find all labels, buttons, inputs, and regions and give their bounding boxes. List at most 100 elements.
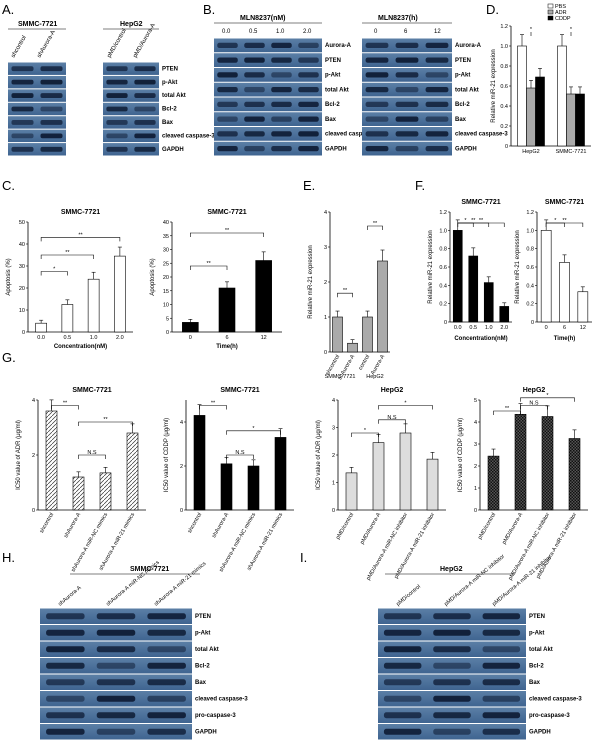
significance-bracket bbox=[457, 222, 505, 227]
panelI-title: HepG2 bbox=[440, 566, 463, 573]
protein-band bbox=[244, 101, 265, 108]
protein-band bbox=[106, 120, 128, 125]
x-axis-label: Concentration(nM) bbox=[454, 336, 507, 342]
protein-band bbox=[217, 101, 238, 108]
y-tick-label: 5 bbox=[474, 398, 477, 404]
y-tick-label: 40 bbox=[163, 220, 169, 226]
x-axis-label: Concentration(nM) bbox=[54, 344, 107, 350]
significance-bracket bbox=[337, 292, 353, 298]
bar bbox=[332, 316, 343, 353]
chart-title: HepG2 bbox=[381, 387, 404, 394]
protein-band bbox=[482, 662, 521, 669]
protein-band bbox=[365, 145, 389, 152]
protein-band bbox=[425, 131, 449, 137]
blot-row-label: Bcl-2 bbox=[455, 102, 470, 108]
y-tick-label: 1 bbox=[474, 486, 477, 492]
bar bbox=[274, 437, 287, 511]
significance-mark: N.S bbox=[235, 450, 245, 456]
blot-strip bbox=[214, 68, 322, 82]
blot-strip bbox=[8, 143, 66, 156]
significance-bracket bbox=[367, 225, 383, 230]
bar bbox=[483, 282, 494, 323]
x-tick-label: 2.0 bbox=[116, 335, 124, 341]
panelB-dose: 0.0 bbox=[222, 29, 231, 35]
blot-row-label: Bcl-2 bbox=[162, 107, 177, 113]
blot-strip bbox=[103, 89, 159, 102]
bar bbox=[517, 45, 527, 147]
y-tick-label: 30 bbox=[163, 248, 169, 254]
protein-band bbox=[134, 106, 156, 112]
protein-band bbox=[147, 646, 186, 653]
blot-strip bbox=[103, 116, 159, 129]
significance-mark: ** bbox=[505, 406, 510, 412]
y-tick-label: 20 bbox=[19, 286, 25, 292]
protein-band bbox=[147, 629, 186, 636]
y-tick-label: 0 bbox=[332, 508, 335, 514]
bar bbox=[345, 472, 358, 511]
legend-label: PBS bbox=[555, 4, 566, 10]
y-tick-label: 0.2 bbox=[500, 124, 508, 130]
blot-row-label: p-Akt bbox=[162, 80, 177, 86]
chart-E-group: HepG2 bbox=[366, 374, 383, 380]
y-tick-label: 0 bbox=[505, 144, 508, 150]
y-tick-label: 4 bbox=[180, 420, 183, 426]
panel-label-b: B. bbox=[203, 2, 215, 17]
x-tick-label: 0.5 bbox=[469, 325, 477, 331]
protein-band bbox=[425, 145, 449, 152]
panelB-time: 12 bbox=[434, 29, 441, 35]
protein-band bbox=[46, 613, 85, 620]
y-axis-label: Relative miR-21 expression bbox=[428, 230, 434, 303]
protein-band bbox=[395, 101, 419, 108]
protein-band bbox=[134, 66, 156, 72]
blot-row-label: cleaved caspase-3 bbox=[162, 133, 215, 139]
protein-band bbox=[11, 120, 34, 125]
x-tick-label: 0 bbox=[545, 325, 548, 331]
protein-band bbox=[425, 57, 449, 63]
protein-band bbox=[365, 57, 389, 63]
blot-row-label: GAPDH bbox=[325, 146, 347, 152]
y-axis-label: IC50 value of ADR (μg/ml) bbox=[316, 420, 322, 490]
y-tick-label: 1.2 bbox=[500, 24, 508, 30]
blot-strip bbox=[103, 102, 159, 116]
panelA-cell-right: HepG2 bbox=[120, 21, 143, 28]
x-tick-label: pMD/control bbox=[477, 512, 497, 541]
blot-row-label: total Akt bbox=[195, 647, 219, 653]
protein-band bbox=[134, 133, 156, 139]
protein-band bbox=[271, 131, 292, 137]
blot-strip bbox=[8, 102, 66, 116]
bar bbox=[426, 458, 439, 511]
bar bbox=[557, 45, 567, 147]
panelA-right-blot: PTEN p-Akt total Akt Bcl-2 Bax cleaved caspas… bbox=[103, 62, 215, 156]
bar bbox=[255, 260, 272, 333]
blot-row-label: Bcl-2 bbox=[195, 664, 210, 670]
bar bbox=[568, 438, 581, 511]
protein-band bbox=[46, 695, 85, 702]
protein-band bbox=[383, 712, 422, 719]
x-tick-label: shcontrol bbox=[325, 354, 341, 376]
protein-band bbox=[383, 679, 422, 686]
protein-band bbox=[365, 42, 389, 49]
protein-band bbox=[271, 72, 292, 78]
blot-row-label: p-Akt bbox=[325, 73, 340, 79]
blot-row-label: Bcl-2 bbox=[325, 102, 340, 108]
protein-band bbox=[383, 613, 422, 620]
panelI-blot: PTEN p-Akt total Akt Bcl-2 Bax cleaved caspas… bbox=[378, 608, 582, 740]
protein-band bbox=[96, 679, 136, 686]
protein-band bbox=[40, 146, 63, 152]
blot-strip bbox=[214, 141, 322, 156]
x-tick-label: 6 bbox=[225, 335, 228, 341]
significance-bracket bbox=[40, 254, 94, 259]
y-tick-label: 40 bbox=[19, 242, 25, 248]
bar bbox=[114, 255, 126, 333]
protein-band bbox=[244, 42, 265, 49]
panel-label-e: E. bbox=[303, 178, 315, 193]
bar bbox=[468, 255, 479, 323]
chart-C1: 0 10 20 30 40 50 SMMC-7721 Apoptosis (%) Concent… bbox=[6, 209, 133, 350]
protein-band bbox=[433, 662, 471, 669]
x-tick-label: 1.0 bbox=[485, 325, 493, 331]
panelB-dose: 0.5 bbox=[249, 29, 258, 35]
y-tick-label: 15 bbox=[163, 289, 169, 295]
protein-band bbox=[433, 695, 471, 702]
blot-row-label: pro-caspase-3 bbox=[195, 713, 236, 719]
